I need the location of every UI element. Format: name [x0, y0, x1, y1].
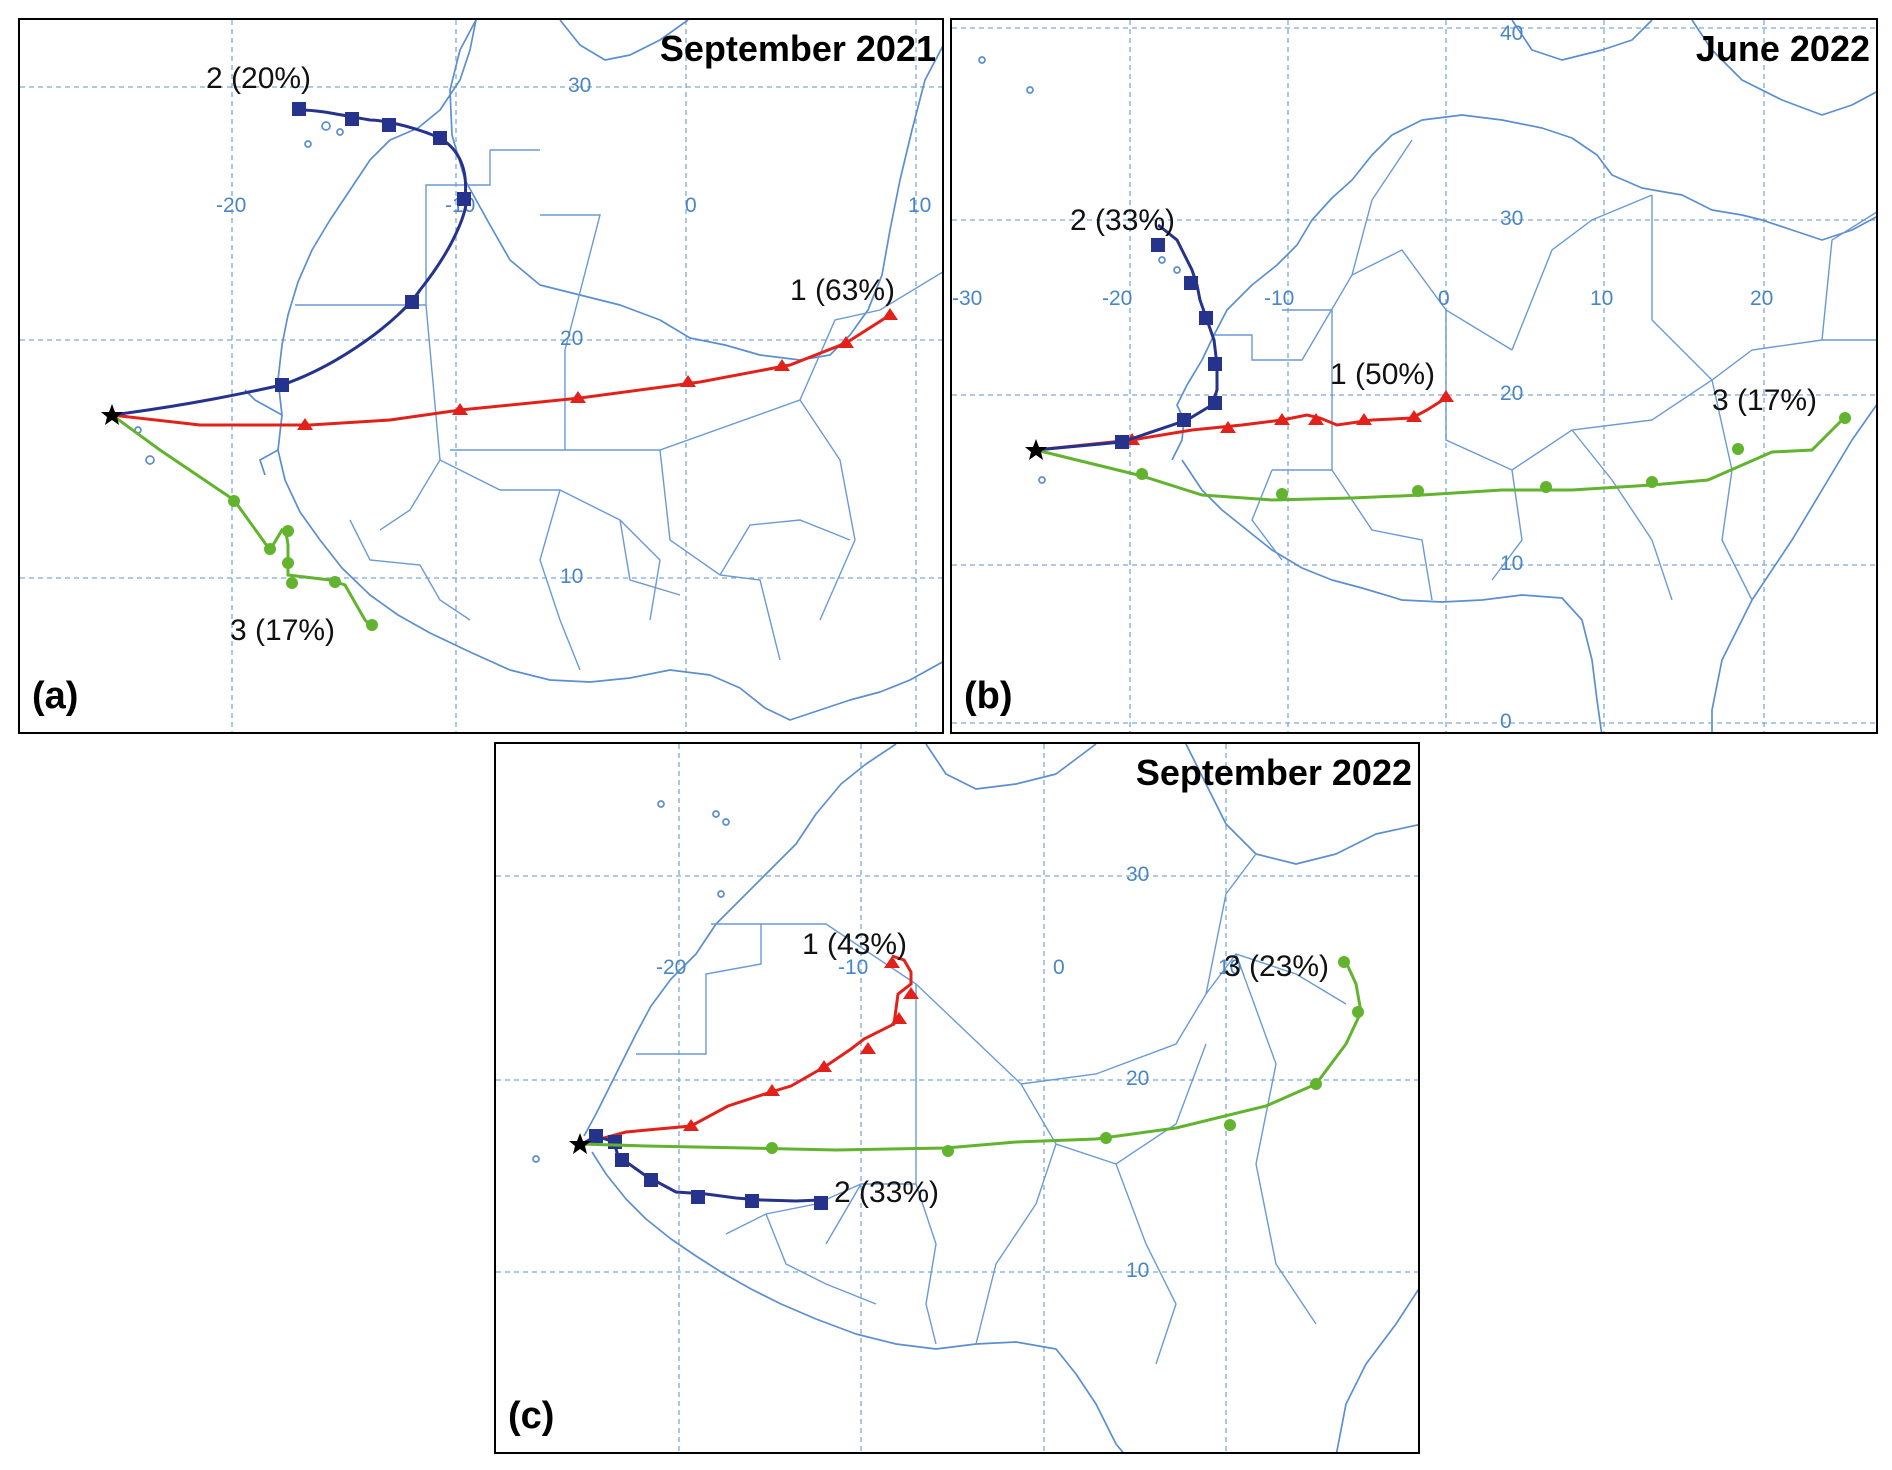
panel-title: September 2021 — [659, 28, 936, 69]
graticule — [496, 744, 1418, 1452]
trajectory-3-label: 3 (23%) — [1224, 950, 1329, 983]
trajectory-3: 3 (17%) — [111, 413, 378, 647]
lon-label-10: 10 — [1590, 287, 1613, 310]
lat-label-30: 30 — [1126, 863, 1149, 886]
lon-label-m20: -20 — [656, 956, 686, 979]
trajectory-3-label: 3 (17%) — [230, 614, 335, 647]
lat-label-20: 20 — [1126, 1067, 1149, 1090]
origin-star-icon — [569, 1133, 591, 1154]
lon-label-m10: -10 — [1264, 287, 1294, 310]
lon-label-m20: -20 — [216, 194, 246, 217]
lon-label-0: 0 — [1438, 287, 1450, 310]
trajectory-3-label: 3 (17%) — [1712, 384, 1817, 417]
lat-label-10: 10 — [560, 565, 583, 588]
coastline — [978, 20, 1876, 732]
trajectory-2-markers — [589, 1129, 828, 1210]
tick-labels: 40 30 20 10 0 -30 -20 -10 0 10 20 — [952, 22, 1773, 733]
map-b-svg: 40 30 20 10 0 -30 -20 -10 0 10 20 1 (50%… — [952, 20, 1876, 733]
trajectory-2: 2 (20%) — [111, 62, 471, 417]
trajectory-1-markers — [297, 308, 898, 430]
panel-title: September 2022 — [1135, 752, 1412, 793]
borders — [295, 149, 942, 671]
trajectory-3-markers — [228, 495, 378, 631]
lon-label-m20: -20 — [1102, 287, 1132, 310]
panel-label: (c) — [508, 1395, 555, 1437]
panel-label: (b) — [964, 675, 1013, 717]
lon-label-20: 20 — [1750, 287, 1773, 310]
lat-label-10: 10 — [1126, 1259, 1149, 1282]
trajectory-1-label: 1 (63%) — [790, 274, 895, 307]
borders — [636, 853, 1347, 1365]
trajectory-2-markers — [1115, 238, 1222, 449]
trajectory-1: 1 (63%) — [111, 274, 898, 430]
panel-label: (a) — [32, 675, 79, 717]
trajectory-2: 2 (33%) — [1035, 204, 1222, 452]
map-a-svg: 30 20 10 -20 -10 0 10 1 (63%) — [20, 20, 942, 732]
panel-title: June 2022 — [1695, 28, 1870, 69]
trajectory-3: 3 (23%) — [581, 950, 1364, 1157]
lon-label-10: 10 — [908, 194, 931, 217]
lat-label-0: 0 — [1500, 710, 1512, 733]
trajectory-3-markers — [766, 956, 1364, 1157]
lon-label-10: 10 — [1218, 956, 1241, 979]
trajectory-1: 1 (50%) — [1035, 358, 1454, 452]
map-panel-c: 30 20 10 -20 -10 0 10 1 (43%) — [494, 742, 1420, 1454]
lat-label-10: 10 — [1500, 552, 1523, 575]
lat-label-40: 40 — [1500, 22, 1523, 45]
map-panel-a: 30 20 10 -20 -10 0 10 1 (63%) — [18, 18, 944, 734]
lon-label-m10: -10 — [838, 956, 868, 979]
tick-labels: 30 20 10 -20 -10 0 10 — [216, 74, 931, 588]
trajectory-1-label: 1 (43%) — [802, 928, 907, 961]
lat-label-20: 20 — [1500, 382, 1523, 405]
borders — [1214, 139, 1876, 601]
lon-label-0: 0 — [1053, 956, 1065, 979]
origin-star-icon — [101, 404, 123, 425]
trajectory-3: 3 (17%) — [1035, 384, 1851, 502]
trajectory-2-label: 2 (20%) — [206, 62, 311, 95]
map-panel-b: 40 30 20 10 0 -30 -20 -10 0 10 20 1 (50%… — [950, 18, 1878, 734]
coastline — [532, 744, 1418, 1452]
trajectory-1-markers — [683, 956, 919, 1131]
lon-label-0: 0 — [685, 194, 697, 217]
lat-label-20: 20 — [560, 327, 583, 350]
trajectory-2-label: 2 (33%) — [834, 1176, 939, 1209]
trajectory-1-markers — [1124, 390, 1454, 445]
tick-labels: 30 20 10 -20 -10 0 10 — [656, 863, 1241, 1282]
origin-star-icon — [1025, 439, 1047, 460]
trajectory-1-label: 1 (50%) — [1330, 358, 1435, 391]
trajectory-3-markers — [1136, 412, 1851, 500]
map-c-svg: 30 20 10 -20 -10 0 10 1 (43%) — [496, 744, 1418, 1452]
graticule — [952, 20, 1876, 732]
lat-label-30: 30 — [1500, 207, 1523, 230]
graticule — [20, 20, 942, 732]
lat-label-30: 30 — [568, 74, 591, 97]
trajectory-1: 1 (43%) — [581, 928, 919, 1146]
trajectory-2: 2 (33%) — [581, 1129, 939, 1210]
lon-label-m30: -30 — [952, 287, 982, 310]
trajectory-2-label: 2 (33%) — [1070, 204, 1175, 237]
trajectory-2-markers — [275, 102, 471, 392]
